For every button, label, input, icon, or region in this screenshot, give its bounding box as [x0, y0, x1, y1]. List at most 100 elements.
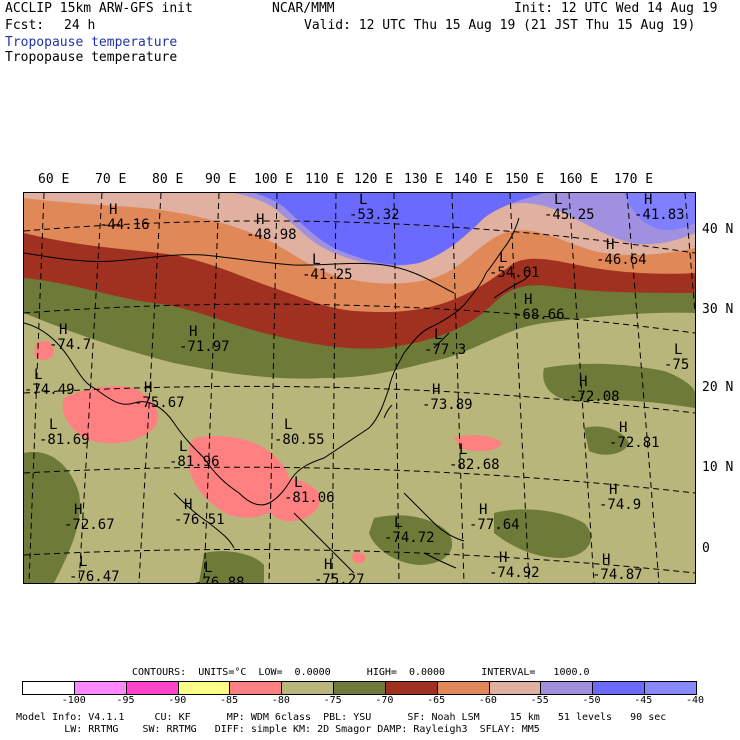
extremum-value: -53.32 [349, 207, 400, 223]
extremum-type: H [432, 382, 441, 398]
field-cold-patches [34, 341, 502, 564]
extremum-type: L [284, 417, 293, 433]
color-bar-swatch [489, 682, 542, 694]
color-bar-swatch [593, 682, 646, 694]
extremum-marker: H -71.97 [179, 325, 230, 355]
extremum-marker: L -81.69 [39, 418, 90, 448]
extremum-value: -75.67 [134, 395, 185, 411]
extremum-marker: L -74.49 [24, 368, 75, 398]
longitude-label: 170 E [614, 172, 654, 187]
extremum-value: -41.83 [634, 207, 685, 223]
extremum-value: -81.69 [39, 432, 90, 448]
extremum-marker: H -75.27 [314, 558, 365, 584]
extremum-value: -75 [664, 357, 690, 373]
extremum-marker: H -74.9 [599, 483, 641, 513]
extremum-value: -81.06 [284, 490, 335, 506]
extremum-marker: H -72.67 [64, 503, 115, 533]
extremum-marker: L -41.25 [302, 253, 353, 283]
field-band-blue-east [624, 193, 695, 231]
extremum-marker: L -80.55 [274, 418, 325, 448]
extremum-value: -72.08 [569, 389, 620, 405]
extremum-value: -81.96 [169, 454, 220, 470]
extremum-type: H [479, 502, 488, 518]
extremum-type: L [359, 192, 368, 208]
extremum-marker: L -81.96 [169, 440, 220, 470]
extremum-type: H [524, 292, 533, 308]
extremum-marker: H -74.92 [489, 551, 540, 581]
extremum-type: L [294, 475, 303, 491]
color-bar-swatch [230, 682, 283, 694]
extremum-marker: H -68.66 [514, 293, 565, 323]
extremum-type: H [619, 420, 628, 436]
extremum-type: L [394, 515, 403, 531]
extremum-marker: L -75 [664, 343, 689, 373]
extremum-type: H [324, 557, 333, 573]
extremum-type: L [49, 417, 58, 433]
color-bar-tick: -80 [271, 695, 290, 706]
extremum-marker: H -74.87 [592, 553, 643, 583]
color-bar-swatch [178, 682, 231, 694]
extremum-type: L [312, 252, 321, 268]
extremum-value: -45.25 [544, 207, 595, 223]
extremum-marker: H -73.89 [422, 383, 473, 413]
longitude-label: 110 E [305, 172, 345, 187]
color-bar-swatch [437, 682, 490, 694]
latitude-label: 20 N [702, 380, 734, 395]
init-time: Init: 12 UTC Wed 14 Aug 19 [514, 1, 718, 16]
extremum-value: -76.51 [174, 512, 225, 528]
extremum-value: -77.64 [469, 517, 520, 533]
longitude-label: 130 E [404, 172, 444, 187]
extremum-type: L [434, 327, 443, 343]
extremum-marker: H -41.83 [634, 193, 685, 223]
extremum-type: H [109, 202, 118, 218]
extremum-value: -46.64 [596, 252, 647, 268]
extremum-type: L [79, 554, 88, 570]
extremum-type: H [144, 380, 153, 396]
extremum-type: L [34, 367, 43, 383]
color-bar-tick: -100 [61, 695, 86, 706]
color-bar-swatch [74, 682, 127, 694]
color-bar-swatch [541, 682, 594, 694]
coastlines [24, 217, 531, 574]
color-bar-tick: -85 [220, 695, 239, 706]
tropopause-temperature-map: H -44.16 H -48.98 L -53.32 L -45.25 H -41.83 L -41.… [23, 192, 696, 584]
color-bar-swatch [282, 682, 335, 694]
field-band-blue [254, 193, 544, 265]
extremum-type: H [644, 192, 653, 208]
extremum-type: L [179, 439, 188, 455]
map-grid [24, 193, 695, 583]
extremum-value: -68.66 [514, 307, 565, 323]
extremum-type: H [189, 324, 198, 340]
extremum-value: -54.61 [489, 265, 540, 281]
color-bar-tick: -70 [375, 695, 394, 706]
extremum-marker: L -82.68 [449, 443, 500, 473]
field-title-blue: Tropopause temperature [5, 35, 178, 50]
color-bar-swatch [23, 682, 75, 694]
extremum-value: -74.49 [24, 382, 75, 398]
field-warm-patches [24, 363, 695, 583]
extremum-marker: L -76.47 [69, 555, 120, 584]
extremum-value: -74.7 [49, 337, 92, 353]
color-bar-tick: -50 [582, 695, 601, 706]
color-bar-tick: -95 [116, 695, 135, 706]
extremum-value: -71.97 [179, 339, 230, 355]
extremum-marker: L -53.32 [349, 193, 400, 223]
extremum-value: -75.27 [314, 572, 365, 584]
extremum-marker: H -48.98 [246, 213, 297, 243]
model-info-line1: Model Info: V4.1.1 CU: KF MP: WDM 6class… [4, 712, 667, 723]
extremum-marker: H -76.51 [174, 498, 225, 528]
extremum-marker: H -46.64 [596, 238, 647, 268]
extremum-type: H [184, 497, 193, 513]
extremum-marker: H -72.81 [609, 421, 660, 451]
longitude-label: 120 E [354, 172, 394, 187]
longitude-label: 100 E [254, 172, 294, 187]
latitude-label: 40 N [702, 222, 734, 237]
color-bar-swatch [645, 682, 696, 694]
color-bar-tick: -55 [530, 695, 549, 706]
longitude-label: 90 E [205, 172, 237, 187]
color-bar-tick: -75 [323, 695, 342, 706]
extremum-value: -74.72 [384, 530, 435, 546]
longitude-label: 60 E [38, 172, 70, 187]
model-info-line2: LW: RRTMG SW: RRTMG DIFF: simple KM: 2D … [4, 724, 540, 735]
extremum-type: L [499, 250, 508, 266]
